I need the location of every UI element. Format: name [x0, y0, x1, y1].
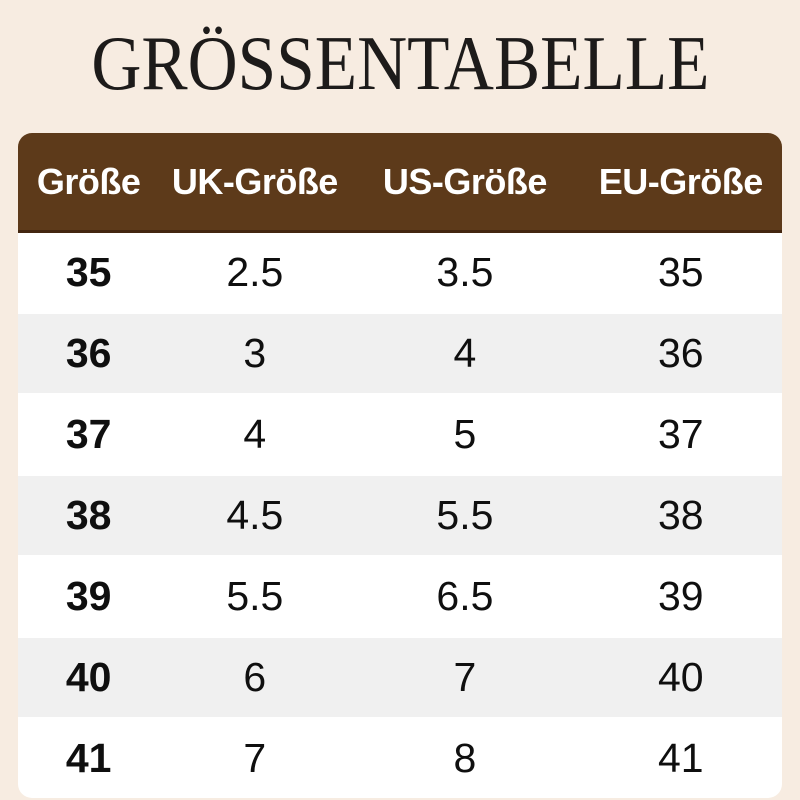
column-header-uk-size: UK-Größe	[159, 133, 351, 233]
table-cell: 2.5	[159, 231, 351, 313]
table-row: 36 3 4 36	[18, 312, 782, 394]
table-cell: 39	[18, 555, 160, 637]
page-title: GRÖSSENTABELLE	[90, 20, 710, 106]
table-cell: 5.5	[350, 474, 580, 556]
table-cell: 36	[579, 312, 782, 394]
table-row: 39 5.5 6.5 39	[18, 555, 782, 637]
table-cell: 4	[159, 393, 351, 475]
table-row: 37 4 5 37	[18, 393, 782, 475]
table-cell: 3	[159, 312, 351, 394]
table-row: 41 7 8 41	[18, 717, 782, 798]
header-row: Größe UK-Größe US-Größe EU-Größe	[18, 133, 782, 233]
table-header: Größe UK-Größe US-Größe EU-Größe	[18, 133, 782, 233]
table-cell: 39	[579, 555, 782, 637]
table-cell: 6.5	[350, 555, 580, 637]
table-cell: 7	[159, 717, 351, 798]
table-cell: 5	[350, 393, 580, 475]
table-cell: 41	[18, 717, 160, 798]
table-row: 40 6 7 40	[18, 636, 782, 718]
table-cell: 40	[18, 636, 160, 718]
table-cell: 41	[579, 717, 782, 798]
table-row: 35 2.5 3.5 35	[18, 231, 782, 313]
column-header-us-size: US-Größe	[350, 133, 580, 233]
table-cell: 4.5	[159, 474, 351, 556]
column-header-size: Größe	[18, 133, 160, 233]
size-chart-card: Größe UK-Größe US-Größe EU-Größe 35 2.5 3.…	[18, 133, 782, 798]
table-cell: 3.5	[350, 231, 580, 313]
size-table: Größe UK-Größe US-Größe EU-Größe 35 2.5 3.…	[18, 133, 782, 798]
table-cell: 4	[350, 312, 580, 394]
table-cell: 35	[579, 231, 782, 313]
table-cell: 38	[579, 474, 782, 556]
table-cell: 7	[350, 636, 580, 718]
title-area: GRÖSSENTABELLE	[0, 0, 800, 133]
table-row: 38 4.5 5.5 38	[18, 474, 782, 556]
table-body: 35 2.5 3.5 35 36 3 4 36 37 4 5 37 38 4.5 5.5 38 39 5.5 6.5…	[18, 231, 782, 798]
table-cell: 36	[18, 312, 160, 394]
table-cell: 38	[18, 474, 160, 556]
table-cell: 35	[18, 231, 160, 313]
table-cell: 37	[579, 393, 782, 475]
table-cell: 8	[350, 717, 580, 798]
table-cell: 6	[159, 636, 351, 718]
table-cell: 5.5	[159, 555, 351, 637]
table-cell: 37	[18, 393, 160, 475]
column-header-eu-size: EU-Größe	[579, 133, 782, 233]
table-cell: 40	[579, 636, 782, 718]
